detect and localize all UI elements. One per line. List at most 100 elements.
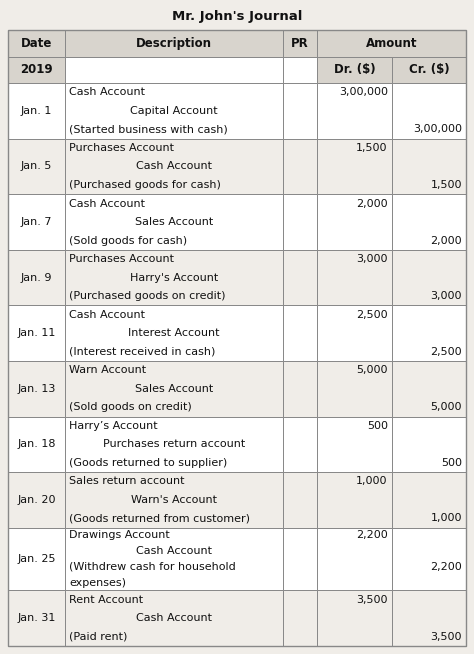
Text: 500: 500 <box>441 458 462 468</box>
Bar <box>392 194 466 250</box>
Text: Cash Account: Cash Account <box>69 199 145 209</box>
Text: (Interest received in cash): (Interest received in cash) <box>69 347 216 356</box>
Text: Cr. ($): Cr. ($) <box>409 63 449 77</box>
Bar <box>283 361 317 417</box>
Text: Jan. 20: Jan. 20 <box>18 495 56 505</box>
Text: Dr. ($): Dr. ($) <box>334 63 375 77</box>
Bar <box>65 528 283 591</box>
Bar <box>392 417 466 472</box>
Bar <box>8 83 65 139</box>
Text: Cash Account: Cash Account <box>69 309 145 320</box>
Text: Capital Account: Capital Account <box>130 106 218 116</box>
Text: Jan. 1: Jan. 1 <box>21 106 52 116</box>
Bar <box>8 417 65 472</box>
Text: 2019: 2019 <box>20 63 53 77</box>
Bar <box>283 57 317 83</box>
Text: 1,000: 1,000 <box>356 476 388 487</box>
Bar <box>283 591 317 646</box>
Bar <box>392 361 466 417</box>
Bar <box>283 194 317 250</box>
Bar <box>8 591 65 646</box>
Text: (Paid rent): (Paid rent) <box>69 632 128 642</box>
Text: 2,000: 2,000 <box>430 235 462 245</box>
Bar <box>8 57 65 83</box>
Text: Drawings Account: Drawings Account <box>69 530 170 540</box>
Bar <box>65 194 283 250</box>
Bar <box>283 472 317 528</box>
Text: 1,500: 1,500 <box>356 143 388 153</box>
Bar <box>8 305 65 361</box>
Text: 5,000: 5,000 <box>356 365 388 375</box>
Bar <box>392 305 466 361</box>
Text: (Purchased goods on credit): (Purchased goods on credit) <box>69 291 226 301</box>
Text: 3,00,000: 3,00,000 <box>339 88 388 97</box>
Text: Cash Account: Cash Account <box>69 88 145 97</box>
Text: Warn's Account: Warn's Account <box>131 495 217 505</box>
Bar <box>392 57 466 83</box>
Bar <box>8 361 65 417</box>
Text: Amount: Amount <box>366 37 417 50</box>
Bar <box>392 472 466 528</box>
Bar <box>317 591 392 646</box>
Text: Purchases Account: Purchases Account <box>69 143 174 153</box>
Text: Harry's Account: Harry's Account <box>130 273 218 283</box>
Text: Purchases Account: Purchases Account <box>69 254 174 264</box>
Bar <box>283 30 317 57</box>
Text: 3,00,000: 3,00,000 <box>413 124 462 135</box>
Bar <box>65 472 283 528</box>
Bar <box>65 30 283 57</box>
Text: 2,200: 2,200 <box>430 562 462 572</box>
Bar <box>65 591 283 646</box>
Text: 3,000: 3,000 <box>356 254 388 264</box>
Text: PR: PR <box>291 37 309 50</box>
Bar <box>65 305 283 361</box>
Bar <box>283 528 317 591</box>
Bar <box>8 472 65 528</box>
Text: Description: Description <box>136 37 212 50</box>
Text: (Sold goods for cash): (Sold goods for cash) <box>69 235 187 245</box>
Bar <box>65 417 283 472</box>
Bar <box>8 139 65 194</box>
Bar <box>317 361 392 417</box>
Text: 5,000: 5,000 <box>430 402 462 412</box>
Text: Date: Date <box>21 37 52 50</box>
Text: 2,500: 2,500 <box>356 309 388 320</box>
Bar <box>283 305 317 361</box>
Text: Jan. 9: Jan. 9 <box>21 273 52 283</box>
Text: (Goods returned to supplier): (Goods returned to supplier) <box>69 458 228 468</box>
Text: Jan. 11: Jan. 11 <box>18 328 56 338</box>
Bar <box>317 472 392 528</box>
Text: Warn Account: Warn Account <box>69 365 146 375</box>
Text: Mr. John's Journal: Mr. John's Journal <box>172 10 302 23</box>
Text: 500: 500 <box>367 421 388 431</box>
Bar <box>317 57 392 83</box>
Text: 3,500: 3,500 <box>430 632 462 642</box>
Text: (Withdrew cash for household: (Withdrew cash for household <box>69 562 236 572</box>
Bar <box>317 250 392 305</box>
Text: 1,500: 1,500 <box>430 180 462 190</box>
Bar <box>8 194 65 250</box>
Bar <box>65 83 283 139</box>
Bar <box>283 83 317 139</box>
Text: Cash Account: Cash Account <box>136 546 212 556</box>
Bar <box>392 83 466 139</box>
Text: 1,000: 1,000 <box>430 513 462 523</box>
Bar <box>317 417 392 472</box>
Bar <box>392 528 466 591</box>
Bar <box>392 139 466 194</box>
Text: Jan. 7: Jan. 7 <box>21 217 52 227</box>
Bar <box>317 305 392 361</box>
Text: Jan. 25: Jan. 25 <box>18 554 56 564</box>
Text: Jan. 5: Jan. 5 <box>21 162 52 171</box>
Text: Jan. 18: Jan. 18 <box>18 439 56 449</box>
Bar <box>65 57 283 83</box>
Text: Sales return account: Sales return account <box>69 476 185 487</box>
Text: Rent Account: Rent Account <box>69 594 143 605</box>
Text: Interest Account: Interest Account <box>128 328 220 338</box>
Text: 2,200: 2,200 <box>356 530 388 540</box>
Bar <box>392 250 466 305</box>
Bar <box>283 417 317 472</box>
Text: Cash Account: Cash Account <box>136 162 212 171</box>
Text: 3,000: 3,000 <box>430 291 462 301</box>
Text: Sales Account: Sales Account <box>135 384 213 394</box>
